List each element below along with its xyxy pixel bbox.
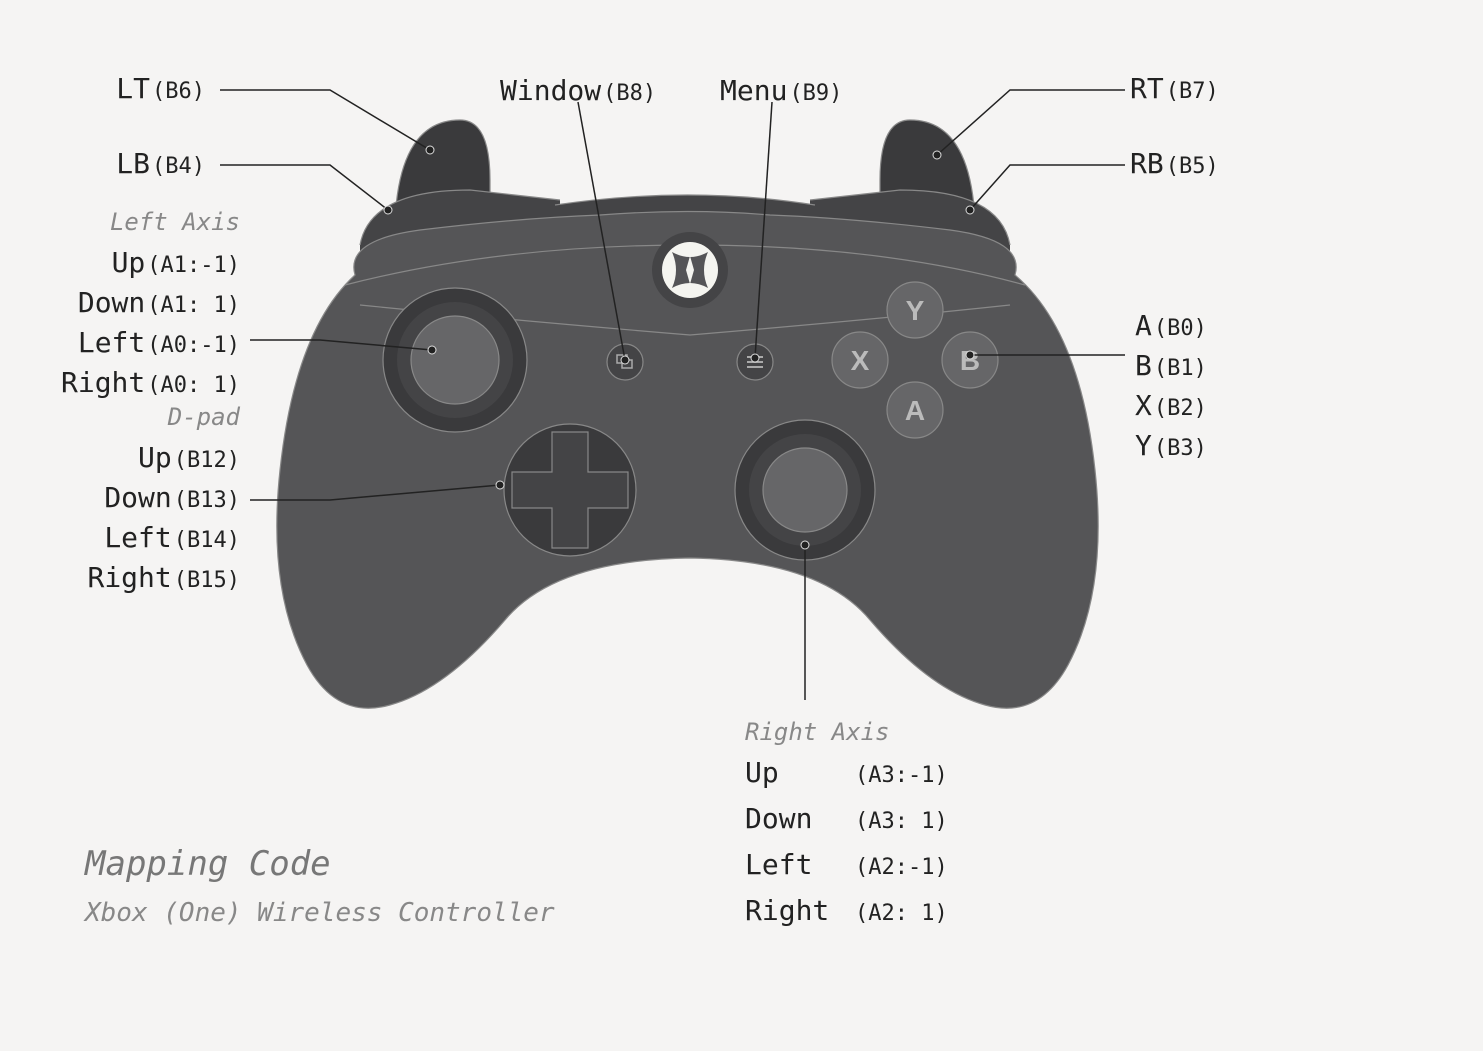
svg-text:Left(A0:-1): Left(A0:-1) xyxy=(78,326,240,359)
leader-lt xyxy=(220,90,434,154)
svg-text:B: B xyxy=(960,345,980,376)
label-x: X(B2) xyxy=(1135,389,1207,422)
right-axis-right: Right (A2: 1) xyxy=(745,894,948,927)
left-axis-down: Down(A1: 1) xyxy=(78,286,240,319)
svg-text:(A2:-1): (A2:-1) xyxy=(855,855,948,880)
dpad-left: Left(B14) xyxy=(104,521,240,554)
dpad-right: Right(B15) xyxy=(87,561,240,594)
svg-text:A(B0): A(B0) xyxy=(1135,309,1207,342)
dpad-header: D-pad xyxy=(167,403,241,431)
svg-text:B(B1): B(B1) xyxy=(1135,349,1207,382)
svg-text:Window(B8): Window(B8) xyxy=(500,74,656,107)
left-axis-header: Left Axis xyxy=(110,208,240,236)
svg-text:(A3:-1): (A3:-1) xyxy=(855,763,948,788)
svg-text:Y(B3): Y(B3) xyxy=(1135,429,1207,462)
svg-text:(A3: 1): (A3: 1) xyxy=(855,809,948,834)
label-window: Window(B8) xyxy=(500,74,656,107)
dpad xyxy=(504,424,636,556)
leader-rb xyxy=(966,165,1125,214)
svg-text:Left: Left xyxy=(745,848,812,881)
svg-text:Up(B12): Up(B12) xyxy=(138,441,240,474)
left-axis-left: Left(A0:-1) xyxy=(78,326,240,359)
svg-text:RT(B7): RT(B7) xyxy=(1130,72,1219,105)
label-lt: LT(B6) xyxy=(116,72,205,105)
left-stick xyxy=(383,288,527,432)
dpad-down: Down(B13) xyxy=(104,481,240,514)
right-axis-header: Right Axis xyxy=(745,718,890,746)
label-rt: RT(B7) xyxy=(1130,72,1219,105)
label-rb: RB(B5) xyxy=(1130,147,1219,180)
label-y: Y(B3) xyxy=(1135,429,1207,462)
label-lb: LB(B4) xyxy=(116,147,205,180)
right-axis-up: Up (A3:-1) xyxy=(745,756,948,789)
svg-text:Down(B13): Down(B13) xyxy=(104,481,240,514)
title-sub: Xbox (One) Wireless Controller xyxy=(83,898,555,928)
svg-text:X: X xyxy=(851,345,870,376)
svg-text:X(B2): X(B2) xyxy=(1135,389,1207,422)
left-axis-right: Right(A0: 1) xyxy=(61,366,240,399)
right-stick xyxy=(735,420,875,560)
svg-text:LB(B4): LB(B4) xyxy=(116,147,205,180)
svg-text:Up: Up xyxy=(745,756,779,789)
right-axis-down: Down (A3: 1) xyxy=(745,802,948,835)
left-axis-up: Up(A1:-1) xyxy=(112,246,240,279)
controller-illustration: Y X B A xyxy=(277,120,1098,708)
svg-text:Menu(B9): Menu(B9) xyxy=(720,74,842,107)
svg-text:Right(A0: 1): Right(A0: 1) xyxy=(61,366,240,399)
diagram-canvas: Y X B A LT(B6) LB(B4) RT(B7) RB(B5) Window(B… xyxy=(0,0,1483,1051)
svg-text:Down: Down xyxy=(745,802,812,835)
svg-text:LT(B6): LT(B6) xyxy=(116,72,205,105)
leader-rt xyxy=(933,90,1125,159)
svg-text:(A2: 1): (A2: 1) xyxy=(855,901,948,926)
label-b: B(B1) xyxy=(1135,349,1207,382)
svg-text:A: A xyxy=(905,395,925,426)
svg-text:Left(B14): Left(B14) xyxy=(104,521,240,554)
svg-text:Right: Right xyxy=(745,894,829,927)
svg-text:RB(B5): RB(B5) xyxy=(1130,147,1219,180)
right-axis-left: Left (A2:-1) xyxy=(745,848,948,881)
svg-text:Up(A1:-1): Up(A1:-1) xyxy=(112,246,240,279)
leader-lb xyxy=(220,165,392,214)
svg-text:Down(A1: 1): Down(A1: 1) xyxy=(78,286,240,319)
svg-text:Y: Y xyxy=(906,295,925,326)
title-main: Mapping Code xyxy=(84,844,331,884)
svg-text:Right(B15): Right(B15) xyxy=(87,561,240,594)
label-a: A(B0) xyxy=(1135,309,1207,342)
label-menu: Menu(B9) xyxy=(720,74,842,107)
dpad-up: Up(B12) xyxy=(138,441,240,474)
